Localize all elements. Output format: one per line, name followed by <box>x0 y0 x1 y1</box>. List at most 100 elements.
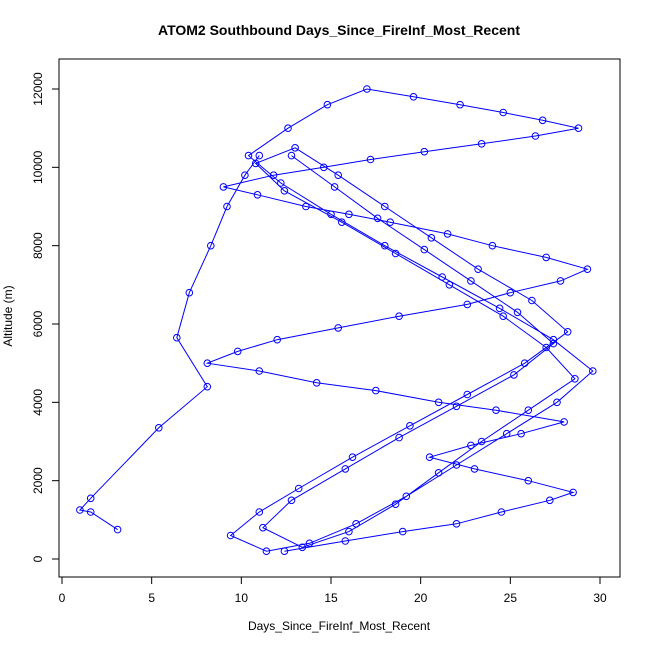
data-point <box>398 527 407 536</box>
data-point <box>373 214 382 223</box>
data-point <box>452 402 461 411</box>
series-layer <box>76 85 597 556</box>
data-point <box>345 527 353 536</box>
data-point <box>524 406 533 415</box>
y-tick-label: 8000 <box>31 232 45 259</box>
data-point <box>506 288 515 297</box>
data-point <box>531 132 540 140</box>
data-point <box>244 151 253 160</box>
data-point <box>420 147 429 156</box>
data-point <box>223 202 231 211</box>
data-point <box>563 328 572 336</box>
data-point <box>452 520 461 528</box>
data-point <box>556 277 565 285</box>
data-point <box>366 155 375 164</box>
data-point <box>538 116 547 125</box>
data-point <box>438 273 447 281</box>
data-point <box>524 476 533 485</box>
data-point <box>528 296 536 305</box>
data-point <box>259 523 267 532</box>
data-point <box>488 241 497 250</box>
data-point <box>395 433 403 442</box>
data-point <box>287 151 296 160</box>
y-axis-label: Altitude (m) <box>1 285 15 346</box>
data-point <box>86 508 95 516</box>
data-point <box>207 241 215 250</box>
data-point <box>203 382 212 391</box>
data-point <box>219 183 228 191</box>
data-point <box>334 171 343 179</box>
data-point <box>553 398 561 407</box>
data-point <box>255 367 264 375</box>
data-point <box>226 531 235 540</box>
data-point <box>273 335 282 344</box>
data-point <box>233 347 242 356</box>
data-point <box>502 429 511 438</box>
data-point <box>241 171 249 179</box>
data-point <box>406 422 414 430</box>
data-point <box>341 537 350 545</box>
data-point <box>589 367 597 375</box>
data-point <box>434 469 443 477</box>
x-tick-label: 5 <box>148 591 155 605</box>
series-line-1 <box>78 155 260 531</box>
x-axis: 0 5 10 15 20 25 30 <box>59 576 607 605</box>
series-line-0 <box>205 88 594 552</box>
x-axis-label: Days_Since_FireInf_Most_Recent <box>248 619 431 633</box>
x-tick-label: 15 <box>324 591 338 605</box>
y-tick-label: 10000 <box>31 150 45 184</box>
data-point <box>492 406 500 415</box>
data-point <box>402 492 411 501</box>
data-point <box>312 379 321 387</box>
data-point <box>320 163 328 172</box>
data-point <box>280 187 289 195</box>
data-point <box>542 253 551 262</box>
data-point <box>427 234 436 242</box>
data-point <box>477 437 486 446</box>
data-point <box>269 171 278 179</box>
data-point <box>76 506 84 514</box>
data-point <box>341 465 350 473</box>
data-point <box>327 210 335 219</box>
data-point <box>456 100 464 109</box>
data-point <box>386 218 395 226</box>
data-point <box>549 335 558 344</box>
data-point <box>445 281 454 289</box>
data-point <box>463 300 472 309</box>
data-point <box>203 359 212 368</box>
data-point <box>495 304 504 313</box>
data-point <box>305 539 314 548</box>
data-point <box>381 202 389 211</box>
data-point <box>185 288 194 297</box>
data-point <box>298 543 307 552</box>
data-point <box>255 151 264 160</box>
data-point <box>330 183 339 191</box>
data-point <box>372 386 380 395</box>
x-tick-label: 30 <box>593 591 607 605</box>
data-point <box>345 210 353 219</box>
x-tick-label: 0 <box>59 591 66 605</box>
y-tick-label: 12000 <box>31 72 45 106</box>
data-point <box>86 494 95 503</box>
data-point <box>381 241 389 250</box>
data-point <box>583 265 592 274</box>
data-point <box>571 375 579 383</box>
data-point <box>294 484 303 493</box>
data-point <box>284 124 292 132</box>
data-point <box>470 465 479 473</box>
data-point <box>425 453 434 462</box>
data-point <box>291 144 299 152</box>
data-point <box>173 333 181 342</box>
y-tick-label: 2000 <box>31 467 45 494</box>
data-point <box>334 324 343 332</box>
data-point <box>520 359 529 368</box>
y-tick-label: 6000 <box>31 310 45 337</box>
x-tick-label: 25 <box>504 591 518 605</box>
data-point <box>574 124 583 132</box>
data-point <box>546 496 554 505</box>
data-point <box>363 85 371 93</box>
y-tick-label: 0 <box>31 555 45 562</box>
data-point <box>255 508 264 516</box>
data-point <box>280 547 289 556</box>
